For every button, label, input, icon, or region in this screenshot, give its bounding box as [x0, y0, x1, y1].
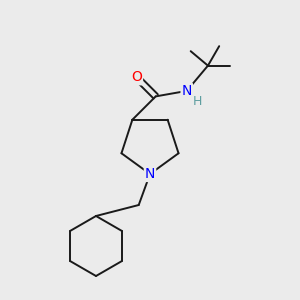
Text: N: N	[145, 167, 155, 181]
Text: O: O	[131, 70, 142, 84]
Text: N: N	[182, 84, 192, 98]
Text: H: H	[193, 95, 202, 108]
